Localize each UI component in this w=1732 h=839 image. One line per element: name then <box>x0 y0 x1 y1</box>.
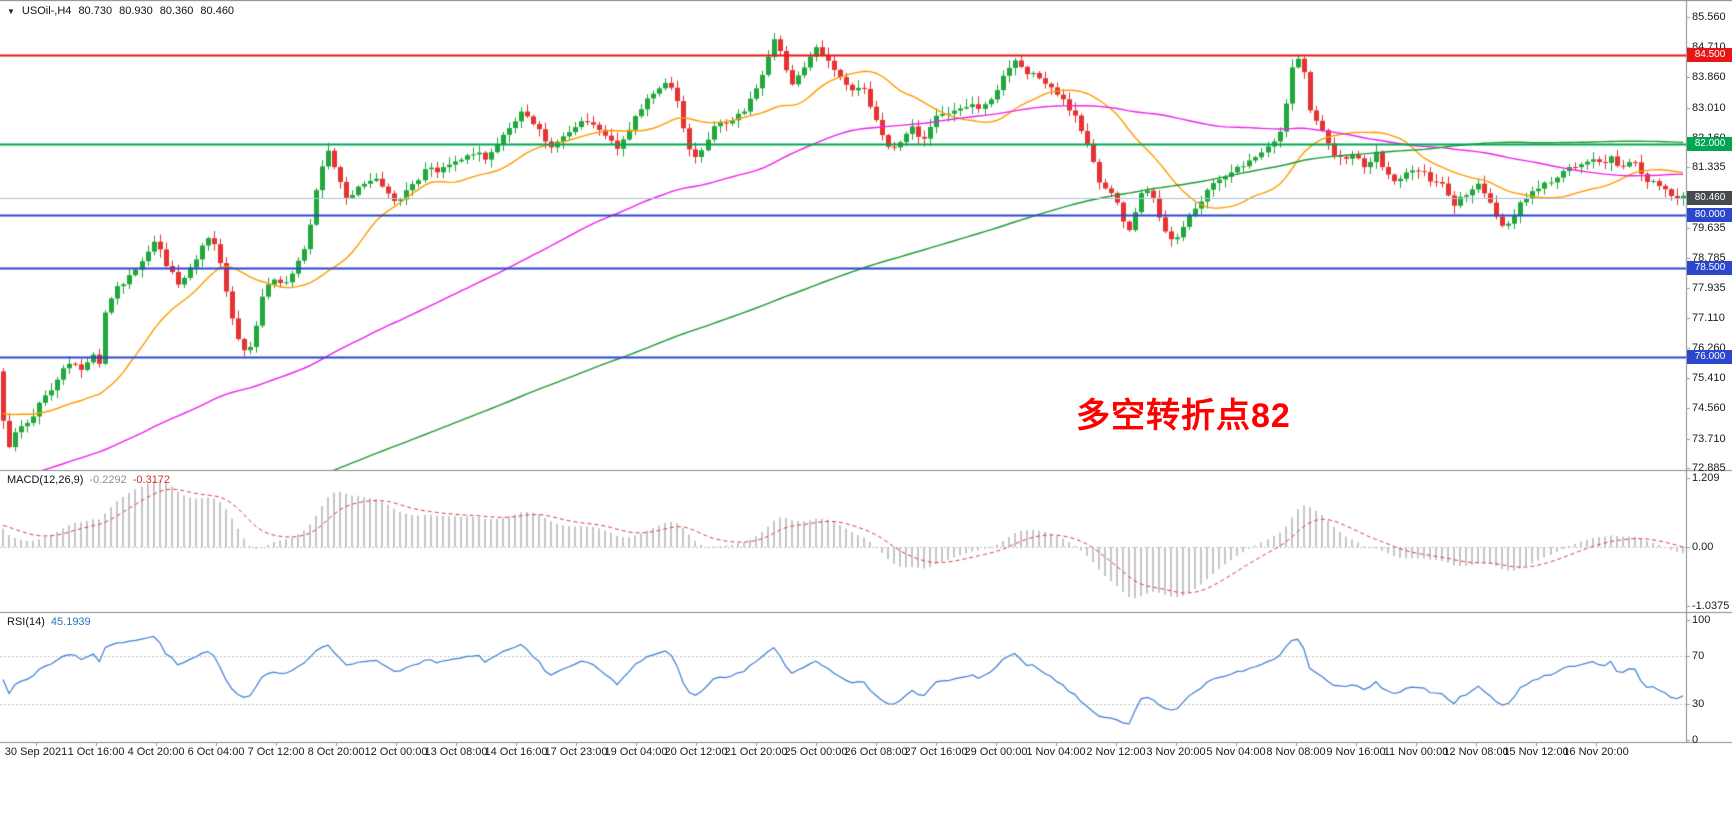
time-axis-label: 20 Oct 12:00 <box>664 746 728 758</box>
time-axis-label: 7 Oct 12:00 <box>247 746 305 758</box>
price-line-badge: 76.000 <box>1687 350 1732 364</box>
rsi-axis-tick: 70 <box>1692 650 1705 662</box>
time-axis-label: 5 Nov 04:00 <box>1206 746 1266 758</box>
time-axis-label: 26 Oct 08:00 <box>844 746 908 758</box>
ohlc-high: 80.930 <box>119 5 153 17</box>
time-axis-label: 14 Oct 16:00 <box>484 746 548 758</box>
rsi-value: 45.1939 <box>50 616 91 628</box>
time-axis-label: 4 Oct 20:00 <box>127 746 185 758</box>
price-axis-tick: 79.635 <box>1692 222 1726 234</box>
time-axis-label: 13 Oct 08:00 <box>424 746 488 758</box>
time-axis-label: 1 Oct 16:00 <box>67 746 125 758</box>
price-axis-tick: 75.410 <box>1692 372 1726 384</box>
chart-header: ▼ USOil-,H4 80.730 80.930 80.360 80.460 <box>7 5 234 17</box>
macd-axis-tick: 0.00 <box>1692 541 1714 553</box>
time-axis-label: 2 Nov 12:00 <box>1086 746 1146 758</box>
time-axis-label: 8 Oct 20:00 <box>307 746 365 758</box>
time-axis-label: 16 Nov 20:00 <box>1563 746 1629 758</box>
symbol-timeframe: USOil-,H4 <box>21 5 72 17</box>
price-line-badge: 84.500 <box>1687 48 1732 62</box>
price-axis-tick: 85.560 <box>1692 11 1726 23</box>
time-axis-label: 25 Oct 00:00 <box>784 746 848 758</box>
price-line-badge: 80.460 <box>1687 191 1732 205</box>
time-axis-label: 9 Nov 16:00 <box>1326 746 1386 758</box>
annotation-text: 多空转折点82 <box>1076 397 1291 435</box>
price-line-badge: 78.500 <box>1687 261 1732 275</box>
time-axis-label: 8 Nov 08:00 <box>1266 746 1326 758</box>
price-axis-tick: 73.710 <box>1692 433 1726 445</box>
time-axis-label: 11 Nov 00:00 <box>1383 746 1449 758</box>
rsi-axis-tick: 100 <box>1692 614 1711 626</box>
price-axis-tick: 77.110 <box>1692 312 1725 324</box>
ohlc-open: 80.730 <box>78 5 113 17</box>
ohlc-close: 80.460 <box>200 5 235 17</box>
price-axis-tick: 83.860 <box>1692 71 1726 83</box>
time-axis-label: 15 Nov 12:00 <box>1503 746 1569 758</box>
macd-name: MACD(12,26,9) <box>7 474 84 486</box>
time-axis-label: 30 Sep 2021 <box>4 746 68 758</box>
price-axis-tick: 72.885 <box>1692 462 1726 474</box>
price-line-badge: 82.000 <box>1687 137 1732 151</box>
time-axis-label: 19 Oct 04:00 <box>604 746 668 758</box>
price-line-badge: 80.000 <box>1687 208 1732 222</box>
time-axis-label: 21 Oct 20:00 <box>724 746 788 758</box>
one-click-dropdown-icon[interactable]: ▼ <box>7 6 15 16</box>
rsi-name: RSI(14) <box>7 616 45 628</box>
macd-axis-tick: -1.0375 <box>1692 600 1730 612</box>
time-axis-label: 3 Nov 20:00 <box>1146 746 1206 758</box>
rsi-indicator-label: RSI(14) 45.1939 <box>7 616 91 628</box>
macd-value-signal: -0.3172 <box>132 474 171 486</box>
price-axis-tick: 81.335 <box>1692 161 1726 173</box>
time-axis-label: 29 Oct 00:00 <box>964 746 1028 758</box>
macd-axis-tick: 1.209 <box>1692 472 1720 484</box>
time-axis-label: 1 Nov 04:00 <box>1026 746 1086 758</box>
time-axis-label: 6 Oct 04:00 <box>187 746 245 758</box>
rsi-axis-tick: 0 <box>1692 734 1699 746</box>
time-axis-label: 17 Oct 23:00 <box>544 746 608 758</box>
macd-indicator-label: MACD(12,26,9) -0.2292 -0.3172 <box>7 474 170 486</box>
ohlc-low: 80.360 <box>159 5 194 17</box>
time-axis-label: 12 Nov 08:00 <box>1443 746 1509 758</box>
time-axis-label: 12 Oct 00:00 <box>364 746 428 758</box>
rsi-axis-tick: 30 <box>1692 698 1705 710</box>
price-axis-tick: 77.935 <box>1692 282 1726 294</box>
time-axis-label: 27 Oct 16:00 <box>904 746 968 758</box>
macd-value-main: -0.2292 <box>89 474 127 486</box>
price-axis-tick: 74.560 <box>1692 402 1726 414</box>
price-axis-tick: 83.010 <box>1692 102 1726 114</box>
